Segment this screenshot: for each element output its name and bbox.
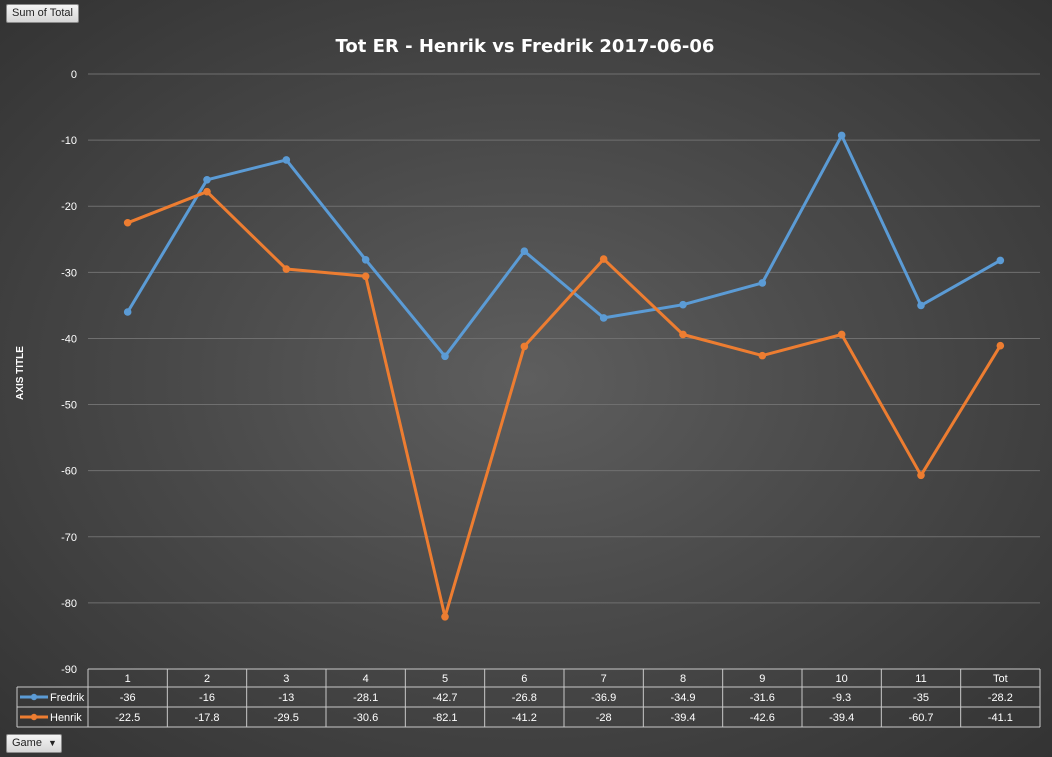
data-table-value: -28 xyxy=(596,712,612,724)
x-category-label: Tot xyxy=(993,673,1008,685)
x-category-label: 4 xyxy=(363,673,369,685)
series-lines xyxy=(123,131,1005,621)
x-category-label: 8 xyxy=(680,673,686,685)
x-category-label: 7 xyxy=(601,673,607,685)
data-table-value: -41.2 xyxy=(512,712,537,724)
dropdown-arrow-icon: ▼ xyxy=(47,738,57,748)
y-tick-label: 0 xyxy=(71,69,77,81)
data-table-value: -42.7 xyxy=(432,692,457,704)
series-line-fredrik xyxy=(126,134,1002,358)
y-tick-label: -70 xyxy=(61,532,77,544)
data-point-henrik xyxy=(361,272,370,281)
data-table-value: -36.9 xyxy=(591,692,616,704)
x-category-label: 5 xyxy=(442,673,448,685)
data-point-fredrik xyxy=(837,131,846,140)
gridlines xyxy=(88,73,1040,604)
y-tick-label: -40 xyxy=(61,333,77,345)
data-point-fredrik xyxy=(282,156,291,164)
y-tick-label: -30 xyxy=(61,267,77,279)
x-category-label: 1 xyxy=(125,673,131,685)
y-tick-label: -80 xyxy=(61,598,77,610)
x-category-label: 6 xyxy=(521,673,527,685)
data-point-henrik xyxy=(599,255,608,263)
y-axis-title: AXIS TITLE xyxy=(15,346,26,400)
data-table-value: -60.7 xyxy=(908,712,933,724)
data-point-fredrik xyxy=(441,352,449,361)
data-point-fredrik xyxy=(520,247,529,255)
legend-key-marker xyxy=(30,693,38,701)
sum-of-total-field-button[interactable]: Sum of Total xyxy=(6,4,79,23)
data-table-value: -36 xyxy=(120,692,136,704)
data-point-henrik xyxy=(123,218,132,227)
game-field-label: Game xyxy=(12,737,42,749)
data-table-value: -35 xyxy=(913,692,929,704)
y-tick-label: -20 xyxy=(61,201,77,213)
data-table-value: -39.4 xyxy=(829,712,854,724)
data-point-fredrik xyxy=(679,300,687,309)
y-tick-labels: 0 -10 -20 -30 -40 -50 -60 -70 -80 -90 xyxy=(61,69,77,676)
data-table-value: -16 xyxy=(199,692,215,704)
data-point-henrik xyxy=(996,341,1005,350)
x-category-label: 10 xyxy=(836,673,848,685)
data-point-henrik xyxy=(679,330,687,339)
x-category-label: 3 xyxy=(283,673,289,685)
legend-series-name: Fredrik xyxy=(50,692,85,704)
data-table-value: -29.5 xyxy=(274,712,299,724)
data-point-fredrik xyxy=(599,314,608,322)
y-tick-label: -60 xyxy=(61,466,77,478)
data-point-henrik xyxy=(520,342,529,351)
data-point-fredrik xyxy=(758,279,767,287)
chart-title: Tot ER - Henrik vs Fredrik 2017-06-06 xyxy=(336,36,715,57)
data-point-henrik xyxy=(441,612,449,621)
data-point-henrik xyxy=(758,351,767,360)
data-table-value: -30.6 xyxy=(353,712,378,724)
data-point-fredrik xyxy=(361,255,370,264)
data-table-value: -34.9 xyxy=(670,692,695,704)
data-table-value: -31.6 xyxy=(750,692,775,704)
data-point-henrik xyxy=(917,471,925,480)
x-category-label: 9 xyxy=(759,673,765,685)
y-tick-label: -10 xyxy=(61,135,77,147)
series-line-henrik xyxy=(126,190,1002,619)
data-table-value: -17.8 xyxy=(194,712,219,724)
data-point-henrik xyxy=(837,330,846,339)
data-point-fredrik xyxy=(917,301,925,310)
data-point-fredrik xyxy=(123,308,132,316)
data-table-value: -26.8 xyxy=(512,692,537,704)
data-point-fredrik xyxy=(996,256,1005,265)
data-point-henrik xyxy=(282,265,291,273)
data-table-value: -9.3 xyxy=(832,692,851,704)
data-table-value: -28.1 xyxy=(353,692,378,704)
data-table-value: -41.1 xyxy=(988,712,1013,724)
data-table-value: -13 xyxy=(278,692,294,704)
data-table-value: -28.2 xyxy=(988,692,1013,704)
data-point-fredrik xyxy=(203,175,211,184)
data-table-value: -39.4 xyxy=(670,712,695,724)
data-table-value: -82.1 xyxy=(432,712,457,724)
data-point-henrik xyxy=(203,187,211,196)
y-tick-label: -90 xyxy=(61,664,77,676)
x-category-label: 2 xyxy=(204,673,210,685)
game-field-button[interactable]: Game ▼ xyxy=(6,734,62,753)
data-table: 1 2 3 4 5 6 7 8 9 10 11 Tot Fredrik -36 -16 -13 -28.1 -42… xyxy=(16,668,1041,728)
data-table-value: -22.5 xyxy=(115,712,140,724)
x-category-label: 11 xyxy=(915,673,926,685)
legend-series-name: Henrik xyxy=(50,712,82,724)
data-table-value: -42.6 xyxy=(750,712,775,724)
y-tick-label: -50 xyxy=(61,400,77,412)
legend-key-marker xyxy=(30,713,38,721)
